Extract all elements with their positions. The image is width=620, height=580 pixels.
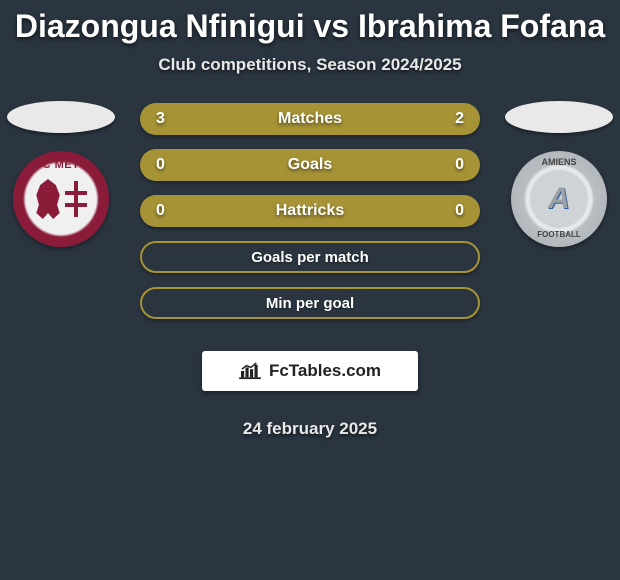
club-right-bot-text: FOOTBALL <box>537 230 581 239</box>
stat-label: Goals per match <box>251 249 369 266</box>
club-left-abbr: C MET <box>43 159 80 171</box>
stats-column: 3 Matches 2 0 Goals 0 0 Hattricks 0 Goal… <box>128 101 492 439</box>
page-title: Diazongua Nfinigui vs Ibrahima Fofana <box>0 8 620 45</box>
club-left-emblem <box>35 179 87 219</box>
stat-row-matches: 3 Matches 2 <box>140 103 480 135</box>
club-badge-left: C MET <box>13 151 109 247</box>
player-left-avatar <box>7 101 115 133</box>
stat-row-min-per-goal: Min per goal <box>140 287 480 319</box>
stat-label: Matches <box>278 110 342 128</box>
main-row: C MET 3 Matches 2 0 Goals 0 0 Hattricks <box>0 101 620 439</box>
club-right-emblem: A <box>530 170 588 228</box>
player-right-avatar <box>505 101 613 133</box>
branding-text: FcTables.com <box>269 361 381 381</box>
comparison-card: Diazongua Nfinigui vs Ibrahima Fofana Cl… <box>0 0 620 439</box>
stat-right-value: 0 <box>455 202 464 220</box>
stat-left-value: 3 <box>156 110 165 128</box>
stat-left-value: 0 <box>156 202 165 220</box>
stat-left-value: 0 <box>156 156 165 174</box>
stat-right-value: 0 <box>455 156 464 174</box>
stat-right-value: 2 <box>455 110 464 128</box>
club-badge-right: AMIENS A FOOTBALL <box>511 151 607 247</box>
stat-row-hattricks: 0 Hattricks 0 <box>140 195 480 227</box>
subtitle: Club competitions, Season 2024/2025 <box>0 55 620 75</box>
player-left-column: C MET <box>6 101 116 247</box>
stat-label: Hattricks <box>276 202 344 220</box>
stat-row-goals-per-match: Goals per match <box>140 241 480 273</box>
club-right-top-text: AMIENS <box>541 157 576 167</box>
stat-label: Goals <box>288 156 332 174</box>
branding-badge: FcTables.com <box>202 351 418 391</box>
player-right-column: AMIENS A FOOTBALL <box>504 101 614 247</box>
lorraine-cross-icon <box>65 181 87 217</box>
stat-label: Min per goal <box>266 295 354 312</box>
bar-chart-icon <box>239 362 261 380</box>
dragon-icon <box>35 179 61 219</box>
stat-row-goals: 0 Goals 0 <box>140 149 480 181</box>
snapshot-date: 24 february 2025 <box>243 419 377 439</box>
unicorn-icon: A <box>548 182 570 216</box>
